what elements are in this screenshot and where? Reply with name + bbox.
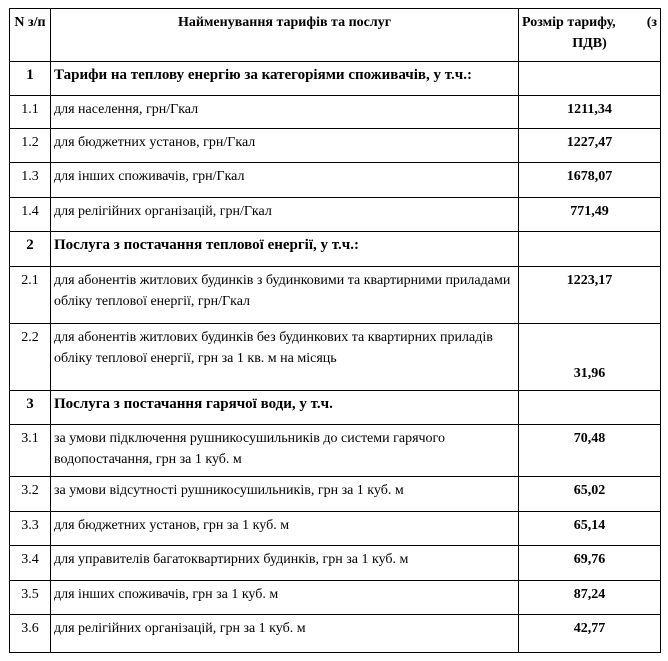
row-number: 1.1 (9, 95, 51, 129)
row-number: 2 (9, 231, 51, 267)
row-number: 3.6 (9, 614, 51, 653)
row-name: для абонентів житлових будинків з будинк… (50, 266, 519, 324)
table-row: 2.2 для абонентів житлових будинків без б… (9, 323, 661, 391)
header-value-text: Розмір тарифу, (522, 15, 616, 30)
row-value: 31,96 (518, 323, 661, 391)
row-number: 3.2 (9, 476, 51, 512)
row-name: за умови підключення рушникосушильників … (50, 424, 519, 477)
table-row: 3.4 для управителів багатоквартирних буди… (9, 545, 661, 581)
header-row: N з/п Найменування тарифів та послуг Роз… (9, 8, 661, 62)
header-num: N з/п (9, 8, 51, 62)
row-name: для інших споживачів, грн за 1 куб. м (50, 580, 519, 615)
row-value: 65,14 (518, 511, 661, 546)
table-row: 1.4 для релігійних організацій, грн/Гкал 7… (9, 197, 661, 232)
row-name: Послуга з постачання теплової енергії, у… (50, 231, 519, 267)
row-name: для абонентів житлових будинків без буди… (50, 323, 519, 391)
row-value: 42,77 (518, 614, 661, 653)
row-name: Послуга з постачання гарячої води, у т.ч… (50, 390, 519, 425)
row-number: 3 (9, 390, 51, 425)
row-number: 1.4 (9, 197, 51, 232)
table-row: 1.2 для бюджетних установ, грн/Гкал 1227,4… (9, 128, 661, 163)
row-name: Тарифи на теплову енергію за категоріями… (50, 61, 519, 96)
row-number: 3.3 (9, 511, 51, 546)
row-name: для населення, грн/Гкал (50, 95, 519, 129)
row-name: за умови відсутності рушникосушильників,… (50, 476, 519, 512)
header-value-text3: ПДВ) (572, 36, 607, 51)
tariff-table: N з/п Найменування тарифів та послуг Роз… (9, 8, 661, 653)
section-row: 1 Тарифи на теплову енергію за категоріям… (9, 61, 661, 96)
row-number: 1.3 (9, 162, 51, 198)
table-row: 3.1 за умови підключення рушникосушильник… (9, 424, 661, 477)
row-number: 1.2 (9, 128, 51, 163)
table-row: 1.1 для населення, грн/Гкал 1211,34 (9, 95, 661, 129)
header-name: Найменування тарифів та послуг (50, 8, 519, 62)
section-row: 3 Послуга з постачання гарячої води, у т.… (9, 390, 661, 425)
row-value: 87,24 (518, 580, 661, 615)
header-value-text2: (з (646, 15, 657, 30)
header-value: Розмір тарифу, (з ПДВ) (518, 8, 661, 62)
row-value: 65,02 (518, 476, 661, 512)
table-row: 3.2 за умови відсутності рушникосушильник… (9, 476, 661, 512)
row-value: 1227,47 (518, 128, 661, 163)
table-row: 3.3 для бюджетних установ, грн за 1 куб. … (9, 511, 661, 546)
row-value: 70,48 (518, 424, 661, 477)
table-row: 1.3 для інших споживачів, грн/Гкал 1678,07 (9, 162, 661, 198)
table-row: 3.5 для інших споживачів, грн за 1 куб. м… (9, 580, 661, 615)
row-value: 1211,34 (518, 95, 661, 129)
row-value (518, 61, 661, 96)
table-row: 3.6 для релігійних організацій, грн за 1 … (9, 614, 661, 653)
row-value: 1678,07 (518, 162, 661, 198)
row-value: 771,49 (518, 197, 661, 232)
row-value: 1223,17 (518, 266, 661, 324)
row-name: для бюджетних установ, грн/Гкал (50, 128, 519, 163)
table-row: 2.1 для абонентів житлових будинків з буд… (9, 266, 661, 324)
row-value (518, 231, 661, 267)
section-row: 2 Послуга з постачання теплової енергії, … (9, 231, 661, 267)
row-value: 69,76 (518, 545, 661, 581)
row-name: для управителів багатоквартирних будинкі… (50, 545, 519, 581)
row-number: 3.4 (9, 545, 51, 581)
row-name: для релігійних організацій, грн за 1 куб… (50, 614, 519, 653)
row-number: 3.5 (9, 580, 51, 615)
row-number: 2.1 (9, 266, 51, 324)
row-name: для релігійних організацій, грн/Гкал (50, 197, 519, 232)
row-name: для бюджетних установ, грн за 1 куб. м (50, 511, 519, 546)
row-number: 3.1 (9, 424, 51, 477)
row-value (518, 390, 661, 425)
row-number: 2.2 (9, 323, 51, 391)
row-number: 1 (9, 61, 51, 96)
row-name: для інших споживачів, грн/Гкал (50, 162, 519, 198)
